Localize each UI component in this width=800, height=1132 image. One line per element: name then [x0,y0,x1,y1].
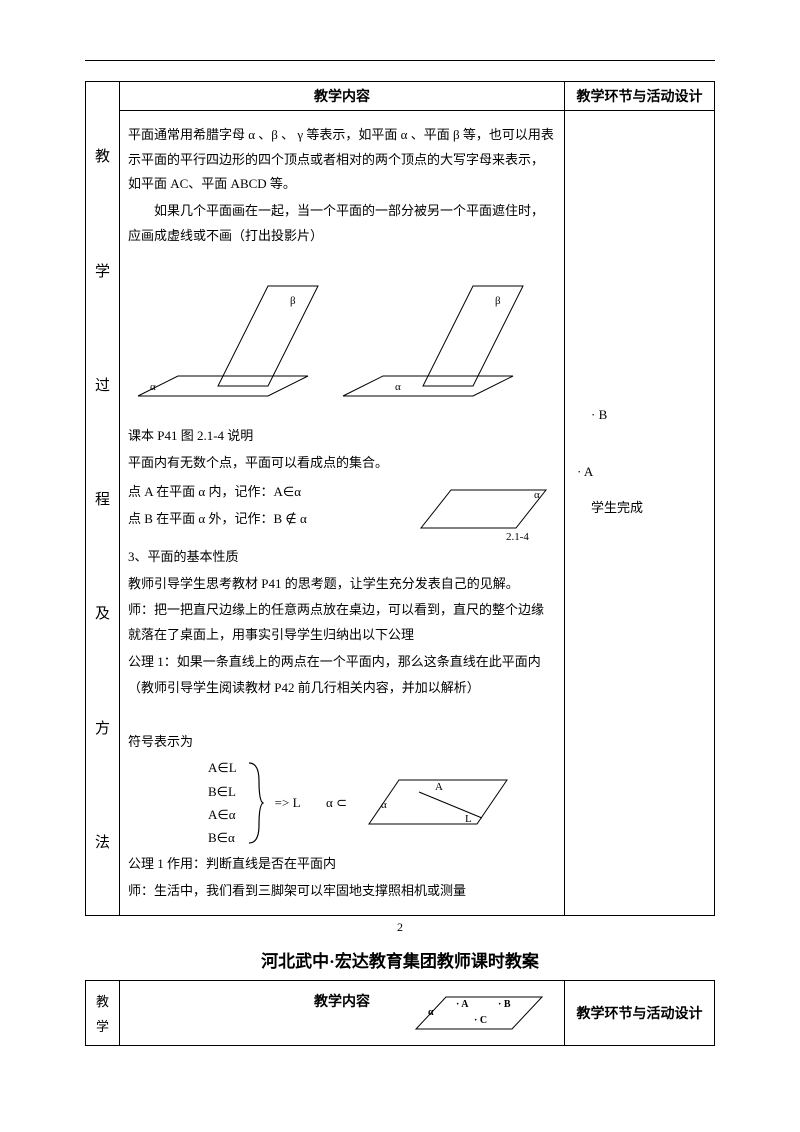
sub-table: 教 学 教学内容 α · A · B · C 教学环节与活动设计 [85,980,715,1046]
paragraph: 师：把一把直尺边缘上的任意两点放在桌边，可以看到，直尺的整个边缘就落在了桌面上，… [128,598,556,647]
student-note: 学生完成 [591,494,708,523]
svg-text:β: β [495,295,501,307]
sub-content-header: 教学内容 α · A · B · C [120,981,565,1046]
sub-content-title: 教学内容 [314,995,370,1010]
side-char: 过 [95,374,110,395]
formula-line: A∈L [208,756,237,779]
figure-planes-dashed: α β [128,256,328,416]
paragraph: 符号表示为 [128,730,556,755]
sub-side-char: 学 [92,1016,113,1035]
svg-text:A: A [435,781,443,793]
point-a-label: · A [577,458,708,487]
page-title-2: 河北武中·宏达教育集团教师课时教案 [85,947,715,972]
paragraph: 平面通常用希腊字母 α 、β 、 γ 等表示，如平面 α 、平面 β 等，也可以… [128,123,556,197]
sub-side-cell: 教 学 [86,981,120,1046]
svg-text:· C: · C [474,1015,487,1026]
figure-planes-row: α β α β [128,256,556,416]
paragraph: 点 A 在平面 α 内，记作：A∈α [128,480,398,505]
side-label: 教 学 过 程 及 方 法 [92,99,113,899]
content-cell: 平面通常用希腊字母 α 、β 、 γ 等表示，如平面 α 、平面 β 等，也可以… [120,111,565,916]
svg-text:· A: · A [456,999,469,1010]
paragraph: 公理 1 作用：判断直线是否在平面内 [128,852,556,877]
svg-text:L: L [465,813,472,825]
formula-line: A∈α [208,803,237,826]
svg-text:· B: · B [498,999,511,1010]
formula-result: => L α ⊂ [275,791,347,814]
paragraph: 师：生活中，我们看到三脚架可以牢固地支撑照相机或测量 [128,879,556,904]
figure-parallelogram-small: α 2.1-4 [406,478,556,543]
activity-header: 教学环节与活动设计 [565,82,715,111]
side-char: 及 [95,602,110,623]
paragraph: 公理 1：如果一条直线上的两点在一个平面内，那么这条直线在此平面内 [128,650,556,675]
formula-block: A∈L B∈L A∈α B∈α => L α ⊂ [208,756,347,850]
svg-text:α: α [381,799,387,811]
paragraph: 教师引导学生思考教材 P41 的思考题，让学生充分发表自己的见解。 [128,572,556,597]
svg-text:α: α [395,381,401,393]
side-char: 程 [95,488,110,509]
paragraph: 3、平面的基本性质 [128,545,556,570]
svg-text:α: α [150,381,156,393]
paragraph: 点 B 在平面 α 外，记作：B ∉ α [128,507,398,532]
formula-line: B∈L [208,780,237,803]
page-number: 2 [85,920,715,935]
paragraph: 如果几个平面画在一起，当一个平面的一部分被另一个平面遮住时，应画成虚线或不画（打… [128,199,556,248]
svg-text:α: α [534,489,540,501]
sub-side-char: 教 [92,991,113,1010]
paragraph: （教师引导学生阅读教材 P42 前几行相关内容，并加以解析） [128,676,556,701]
side-char: 教 [95,145,110,166]
side-char: 学 [95,260,110,281]
side-label-cell: 教 学 过 程 及 方 法 [86,82,120,916]
point-b-label: · B [591,401,708,430]
main-table: 教 学 过 程 及 方 法 教学内容 教学环节与活动设计 平面通常用希腊字母 α… [85,81,715,916]
paragraph: 平面内有无数个点，平面可以看成点的集合。 [128,451,556,476]
activity-cell: · B · A 学生完成 [565,111,715,916]
figure-three-points: α · A · B · C [402,989,552,1037]
svg-text:2.1-4: 2.1-4 [506,531,529,543]
side-char: 法 [95,831,110,852]
formula-line: B∈α [208,826,237,849]
brace-icon [247,761,265,845]
figure-planes-solid: α β [338,256,528,416]
top-rule [85,60,715,61]
sub-activity-header: 教学环节与活动设计 [565,981,715,1046]
side-char: 方 [95,717,110,738]
svg-text:β: β [290,295,296,307]
figure-line-in-plane: α A L [357,762,517,844]
content-header: 教学内容 [120,82,565,111]
paragraph: 课本 P41 图 2.1-4 说明 [128,424,556,449]
svg-text:α: α [428,1007,434,1018]
